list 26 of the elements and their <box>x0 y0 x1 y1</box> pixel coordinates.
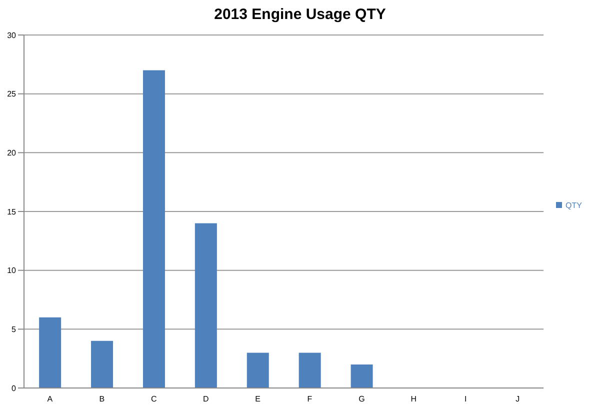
legend-label: QTY <box>566 200 582 210</box>
x-tick-label: J <box>516 394 520 404</box>
x-tick-label: F <box>307 394 312 404</box>
y-tick-label: 30 <box>7 30 17 40</box>
y-tick-label: 15 <box>7 207 17 216</box>
y-tick-label: 10 <box>7 266 17 276</box>
x-tick-label: B <box>99 394 105 404</box>
y-tick-label: 0 <box>12 384 17 393</box>
y-tick-label: 5 <box>12 325 17 334</box>
x-tick-label: D <box>202 394 209 404</box>
x-tick-label: C <box>150 394 157 404</box>
chart-title: 2013 Engine Usage QTY <box>213 6 387 23</box>
bar <box>246 352 269 388</box>
bar <box>298 352 321 388</box>
x-tick-label: H <box>410 394 417 404</box>
x-tick-label: A <box>47 394 54 404</box>
x-tick-label: I <box>464 394 467 404</box>
bar <box>142 70 165 388</box>
x-tick-label: G <box>358 394 365 404</box>
bar <box>350 364 373 388</box>
y-tick-label: 20 <box>7 148 17 158</box>
y-tick-label: 25 <box>7 90 17 99</box>
x-tick-label: E <box>255 394 260 404</box>
bar <box>91 340 114 388</box>
bar <box>39 317 62 388</box>
bar <box>194 223 217 388</box>
